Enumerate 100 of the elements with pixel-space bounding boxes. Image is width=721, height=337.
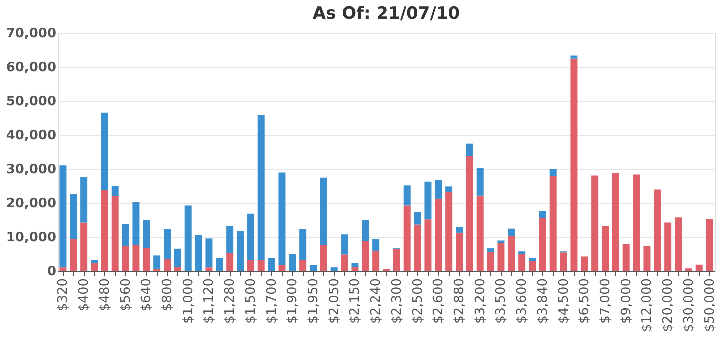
x-tick-label: $2,500 [410, 278, 426, 324]
bar [550, 176, 557, 271]
x-tick-label: $1,950 [306, 278, 322, 324]
bar [195, 234, 202, 271]
bar [122, 224, 130, 247]
x-tick-label: $320 [56, 278, 72, 312]
bar [80, 178, 88, 223]
x-tick-label: $20,000 [661, 278, 676, 332]
x-tick-label: $560 [118, 278, 134, 312]
bar [122, 246, 130, 271]
bar [80, 222, 88, 271]
x-tick-label: $1,000 [181, 278, 196, 324]
x-tick-label: $800 [160, 278, 176, 312]
bar [487, 248, 494, 252]
bar [664, 222, 672, 271]
bar [174, 267, 182, 271]
x-tick-label: $50,000 [702, 278, 718, 332]
bar [654, 190, 662, 271]
bar [414, 212, 422, 225]
x-tick-label: $3,840 [536, 278, 551, 324]
bar [289, 254, 296, 271]
bar [560, 252, 568, 271]
bar [424, 220, 432, 271]
y-tick-label: 40,000 [6, 128, 56, 144]
bar [247, 214, 254, 260]
bar [60, 268, 67, 271]
bar [352, 267, 359, 271]
bar [258, 260, 265, 271]
bar [226, 226, 234, 253]
x-tick-label: $2,300 [390, 278, 405, 324]
bar [154, 256, 161, 269]
bar [300, 230, 307, 260]
bar [143, 248, 150, 271]
bar [310, 265, 317, 271]
bar [237, 232, 244, 271]
bar [300, 260, 307, 271]
bar [539, 218, 546, 271]
bar [518, 254, 526, 271]
bar [435, 198, 442, 271]
bar [278, 265, 286, 271]
bar [529, 258, 536, 262]
bar [216, 258, 224, 271]
x-tick-label: $3,600 [515, 278, 530, 324]
bar [633, 174, 640, 271]
bar [372, 239, 380, 251]
bar [352, 264, 359, 268]
x-tick-label: $4,500 [556, 278, 572, 324]
bar [706, 218, 714, 271]
x-tick-label: $7,000 [598, 278, 614, 324]
bar [341, 234, 348, 255]
bar [508, 228, 516, 236]
bar [446, 192, 453, 271]
x-tick-label: $3,200 [473, 278, 488, 324]
bar [330, 268, 338, 271]
bar [456, 232, 463, 271]
bar [320, 178, 328, 246]
bar [164, 229, 171, 260]
y-tick-label: 0 [47, 264, 56, 280]
bar [143, 220, 150, 248]
bar [675, 218, 682, 271]
bar [206, 238, 213, 268]
x-tick-label: $1,280 [223, 278, 238, 324]
x-tick-label: $12,000 [640, 278, 656, 332]
y-tick-label: 20,000 [6, 196, 56, 212]
x-tick-label: $640 [140, 278, 155, 312]
bar [91, 260, 98, 264]
bar [404, 206, 411, 271]
bar [393, 248, 400, 271]
bar [487, 252, 494, 271]
bar [70, 194, 78, 240]
x-tick-label: $400 [77, 278, 92, 312]
x-tick-label: $6,500 [578, 278, 593, 324]
bar [602, 226, 609, 271]
bar [226, 252, 234, 271]
x-tick-label: $2,150 [348, 278, 364, 324]
bar [550, 169, 557, 176]
x-tick-label: $3,500 [494, 278, 510, 324]
x-tick-label: $1,120 [202, 278, 218, 324]
x-tick-label: $480 [98, 278, 113, 312]
bar [132, 245, 140, 271]
y-tick-label: 50,000 [6, 94, 56, 110]
bar [372, 250, 380, 271]
bar [91, 264, 98, 271]
x-tick-label: $1,500 [244, 278, 259, 324]
bar [268, 258, 276, 271]
x-tick-label: $1,700 [264, 278, 280, 324]
bar [466, 144, 474, 156]
x-tick-label: $30,000 [682, 278, 697, 332]
bar [362, 241, 370, 271]
bar [498, 243, 505, 271]
bar [508, 236, 516, 271]
bar [476, 196, 484, 271]
y-tick-label: 70,000 [6, 26, 56, 42]
y-tick-label: 30,000 [6, 162, 56, 178]
bar [622, 244, 630, 271]
bar [362, 220, 370, 242]
x-tick-label: $2,240 [369, 278, 384, 324]
bar [112, 196, 119, 271]
bar [320, 245, 328, 271]
y-tick-label: 60,000 [6, 60, 56, 76]
